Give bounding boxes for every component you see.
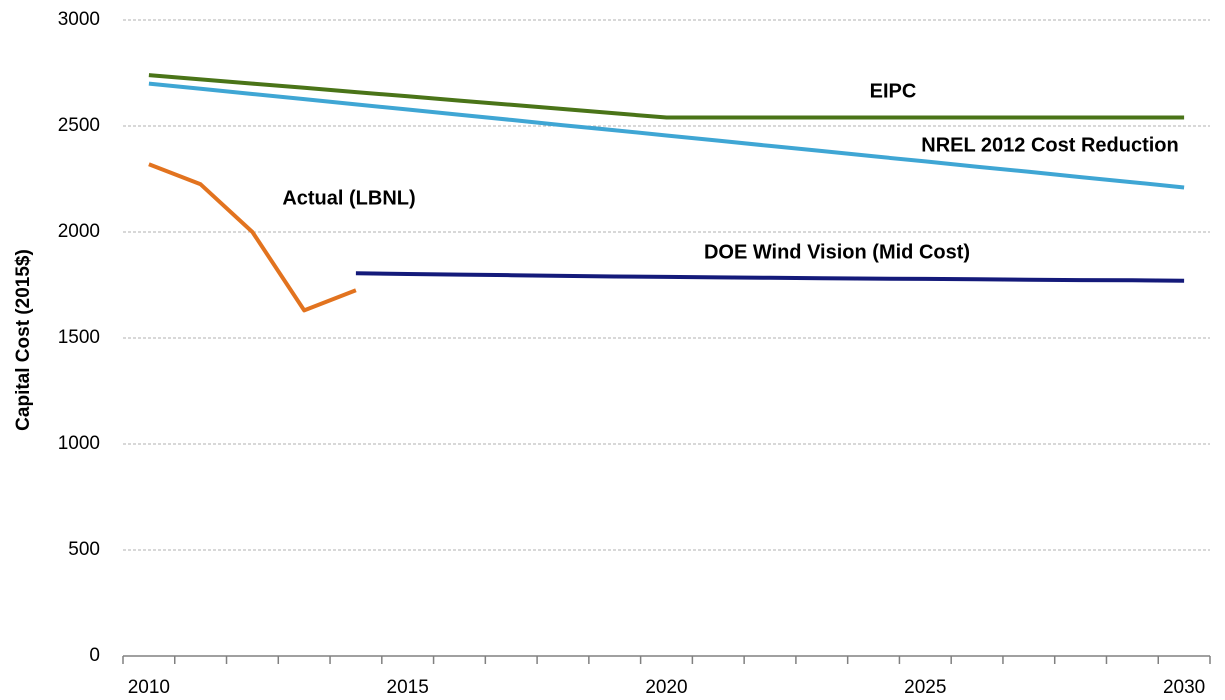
x-tick-label: 2030 bbox=[1163, 677, 1205, 698]
series-label: Actual (LBNL) bbox=[282, 187, 415, 209]
y-axis-label: Capital Cost (2015$) bbox=[13, 249, 34, 431]
x-tick-label: 2025 bbox=[904, 677, 946, 698]
series-line bbox=[148, 162, 357, 313]
y-tick-label: 2500 bbox=[58, 115, 100, 136]
series-label: NREL 2012 Cost Reduction bbox=[921, 134, 1178, 156]
y-tick-label: 1000 bbox=[58, 433, 100, 454]
series-label: EIPC bbox=[870, 80, 917, 102]
y-tick-label: 2000 bbox=[58, 221, 100, 242]
x-tick-label: 2020 bbox=[645, 677, 687, 698]
y-tick-label: 500 bbox=[68, 539, 100, 560]
series-line bbox=[355, 271, 1185, 283]
series-label: DOE Wind Vision (Mid Cost) bbox=[704, 241, 970, 263]
x-tick-label: 2015 bbox=[387, 677, 429, 698]
x-tick-label: 2010 bbox=[128, 677, 170, 698]
series-line bbox=[148, 81, 1185, 190]
series-line bbox=[148, 73, 1185, 120]
y-tick-label: 0 bbox=[89, 645, 100, 666]
y-tick-label: 3000 bbox=[58, 9, 100, 30]
y-tick-label: 1500 bbox=[58, 327, 100, 348]
